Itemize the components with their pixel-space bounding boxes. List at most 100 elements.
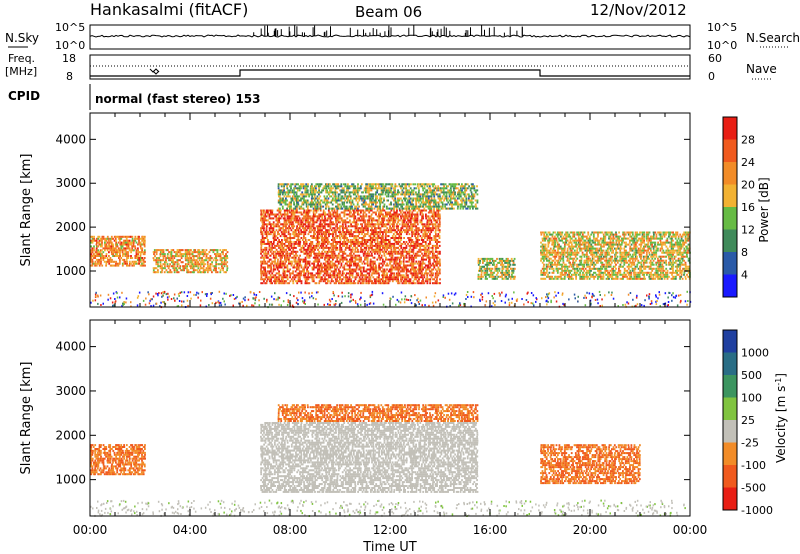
- heatmap-cell: [383, 276, 386, 279]
- heatmap-cell: [340, 211, 343, 214]
- heatmap-cell: [401, 207, 404, 210]
- heatmap-cell: [357, 250, 360, 253]
- heatmap-cell: [312, 268, 315, 271]
- heatmap-cell: [434, 246, 437, 249]
- heatmap-cell: [90, 257, 93, 259]
- heatmap-cell: [286, 191, 288, 194]
- heatmap-cell: [370, 199, 373, 202]
- heatmap-cell: [304, 201, 306, 204]
- heatmap-cell: [127, 247, 130, 250]
- heatmap-cell: [324, 256, 326, 259]
- heatmap-cell: [327, 241, 329, 243]
- heatmap-cell: [138, 257, 141, 259]
- heatmap-cell: [281, 244, 284, 247]
- heatmap-cell: [325, 237, 328, 239]
- heatmap-cell: [412, 274, 415, 277]
- heatmap-cell: [412, 282, 415, 285]
- heatmap-cell: [316, 209, 319, 212]
- heatmap-cell: [306, 193, 309, 196]
- heatmap-cell: [220, 259, 223, 262]
- heatmap-cell: [343, 239, 346, 241]
- heatmap-cell: [317, 262, 319, 265]
- heatmap-cell: [358, 264, 361, 267]
- heatmap-cell: [325, 189, 327, 192]
- heatmap-cell: [435, 244, 437, 247]
- heatmap-cell: [328, 207, 330, 210]
- heatmap-cell: [260, 246, 263, 249]
- heatmap-cell: [311, 191, 313, 194]
- heatmap-cell: [294, 266, 297, 269]
- heatmap-cell: [273, 231, 275, 234]
- heatmap-cell: [222, 257, 225, 260]
- heatmap-cell: [411, 201, 413, 204]
- heatmap-cell: [293, 231, 296, 234]
- heatmap-cell: [158, 249, 160, 252]
- heatmap-cell: [309, 254, 311, 257]
- heatmap-cell: [408, 185, 411, 188]
- heatmap-cell: [353, 187, 355, 190]
- heatmap-cell: [308, 256, 311, 259]
- heatmap-cell: [134, 247, 137, 250]
- heatmap-cell: [278, 276, 281, 279]
- heatmap-cell: [300, 221, 302, 224]
- heatmap-cell: [302, 201, 305, 204]
- heatmap-cell: [176, 255, 179, 258]
- heatmap-cell: [363, 246, 366, 249]
- heatmap-cell: [179, 267, 181, 270]
- heatmap-cell: [177, 263, 180, 266]
- heatmap-cell: [310, 252, 312, 255]
- heatmap-cell: [136, 257, 139, 259]
- heatmap-cell: [408, 278, 411, 281]
- heatmap-cell: [304, 229, 307, 232]
- heatmap-cell: [107, 237, 110, 240]
- heatmap-cell: [297, 199, 299, 202]
- heatmap-cell: [311, 201, 314, 204]
- heatmap-cell: [302, 199, 305, 202]
- heatmap-cell: [343, 272, 346, 275]
- heatmap-cell: [409, 203, 412, 206]
- heatmap-cell: [155, 257, 158, 260]
- heatmap-cell: [325, 233, 328, 236]
- heatmap-cell: [332, 235, 334, 238]
- heatmap-cell: [309, 201, 312, 204]
- heatmap-cell: [397, 280, 400, 283]
- heatmap-cell: [347, 183, 349, 186]
- heatmap-cell: [163, 271, 166, 274]
- heatmap-cell: [124, 247, 127, 250]
- heatmap-cell: [411, 248, 413, 251]
- heatmap-cell: [404, 199, 406, 202]
- heatmap-cell: [369, 183, 372, 186]
- heatmap-cell: [143, 235, 146, 238]
- heatmap-cell: [389, 229, 391, 232]
- heatmap-cell: [370, 252, 373, 255]
- heatmap-cell: [400, 217, 403, 220]
- heatmap-cell: [193, 263, 195, 266]
- heatmap-cell: [429, 235, 431, 238]
- heatmap-cell: [264, 254, 267, 257]
- heatmap-cell: [297, 223, 300, 226]
- heatmap-cell: [354, 241, 357, 243]
- heatmap-cell: [283, 195, 286, 198]
- heatmap-cell: [401, 270, 404, 273]
- heatmap-cell: [290, 191, 292, 194]
- heatmap-cell: [402, 183, 405, 186]
- heatmap-cell: [439, 278, 441, 281]
- heatmap-cell: [418, 248, 421, 251]
- heatmap-cell: [438, 244, 441, 247]
- heatmap-cell: [269, 254, 272, 257]
- heatmap-cell: [393, 260, 396, 263]
- heatmap-cell: [422, 239, 425, 241]
- heatmap-cell: [297, 229, 300, 232]
- noise-sky-series: [89, 34, 691, 38]
- heatmap-cell: [117, 255, 120, 257]
- heatmap-cell: [181, 269, 184, 272]
- heatmap-cell: [365, 262, 368, 265]
- heatmap-cell: [437, 250, 440, 253]
- heatmap-cell: [379, 201, 381, 204]
- heatmap-cell: [426, 229, 429, 232]
- heatmap-cell: [309, 215, 311, 218]
- heatmap-cell: [122, 243, 124, 246]
- heatmap-cell: [335, 268, 337, 271]
- heatmap-cell: [142, 243, 145, 246]
- heatmap-cell: [269, 276, 272, 279]
